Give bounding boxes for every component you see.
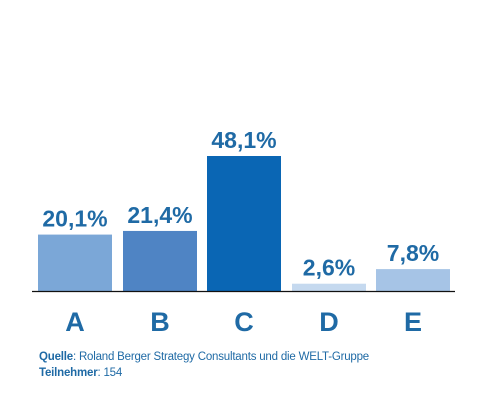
category-label-a: A <box>65 307 85 337</box>
participants-text: : 154 <box>97 367 123 379</box>
value-label-a: 20,1% <box>42 206 107 232</box>
source-label: Quelle <box>39 351 73 363</box>
bar-a <box>38 234 112 291</box>
value-label-b: 21,4% <box>127 202 192 228</box>
source-note: Quelle: Roland Berger Strategy Consultan… <box>39 351 369 363</box>
bar-d <box>292 283 366 291</box>
category-label-c: C <box>234 307 254 337</box>
bar-c <box>207 156 281 291</box>
bar-e <box>376 269 450 291</box>
category-label-e: E <box>404 307 422 337</box>
participants-note: Teilnehmer: 154 <box>39 367 122 379</box>
value-label-e: 7,8% <box>387 240 439 266</box>
bar-b <box>123 230 197 291</box>
category-label-b: B <box>150 307 170 337</box>
value-label-c: 48,1% <box>211 127 276 153</box>
source-text: : Roland Berger Strategy Consultants und… <box>72 351 370 363</box>
category-label-d: D <box>319 307 339 337</box>
value-label-d: 2,6% <box>303 255 355 281</box>
participants-label: Teilnehmer <box>39 367 98 379</box>
